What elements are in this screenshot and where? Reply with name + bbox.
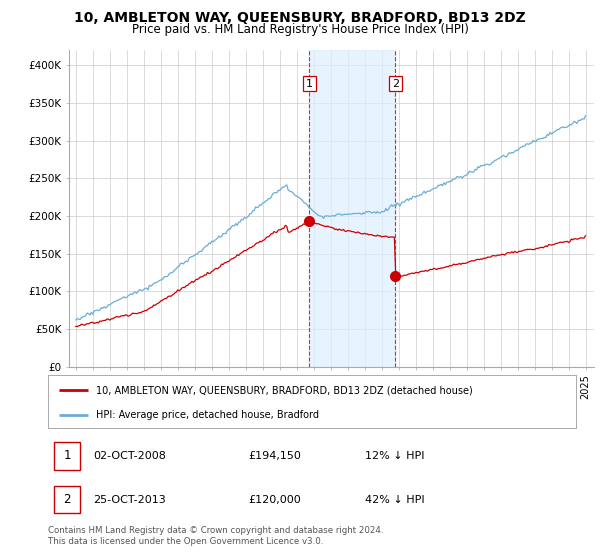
Text: Price paid vs. HM Land Registry's House Price Index (HPI): Price paid vs. HM Land Registry's House … [131, 23, 469, 36]
Text: 2: 2 [392, 78, 399, 88]
Text: 02-OCT-2008: 02-OCT-2008 [93, 451, 166, 461]
Text: 1: 1 [63, 449, 71, 463]
FancyBboxPatch shape [55, 442, 80, 469]
Text: 12% ↓ HPI: 12% ↓ HPI [365, 451, 424, 461]
Text: Contains HM Land Registry data © Crown copyright and database right 2024.
This d: Contains HM Land Registry data © Crown c… [48, 526, 383, 546]
Text: 25-OCT-2013: 25-OCT-2013 [93, 494, 166, 505]
Text: 10, AMBLETON WAY, QUEENSBURY, BRADFORD, BD13 2DZ (detached house): 10, AMBLETON WAY, QUEENSBURY, BRADFORD, … [95, 385, 472, 395]
Text: 10, AMBLETON WAY, QUEENSBURY, BRADFORD, BD13 2DZ: 10, AMBLETON WAY, QUEENSBURY, BRADFORD, … [74, 11, 526, 25]
Text: £120,000: £120,000 [248, 494, 301, 505]
Bar [310, 50, 395, 367]
Text: 2: 2 [63, 493, 71, 506]
Text: 1: 1 [306, 78, 313, 88]
FancyBboxPatch shape [55, 486, 80, 513]
Text: 42% ↓ HPI: 42% ↓ HPI [365, 494, 424, 505]
Text: £194,150: £194,150 [248, 451, 302, 461]
Text: HPI: Average price, detached house, Bradford: HPI: Average price, detached house, Brad… [95, 410, 319, 420]
